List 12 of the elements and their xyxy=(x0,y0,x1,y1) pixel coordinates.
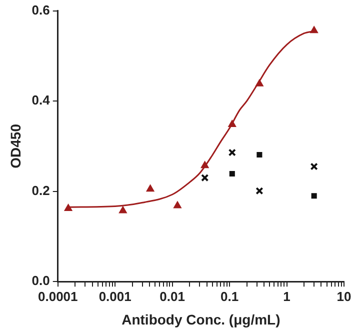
y-axis-title: OD450 xyxy=(7,124,24,168)
x-tick-label: 0.1 xyxy=(220,288,239,304)
x-tick-label: 10 xyxy=(336,288,352,304)
x-tick-label: 0.01 xyxy=(160,288,185,304)
y-tick-label: 0.0 xyxy=(32,273,50,288)
y-tick-label: 0.4 xyxy=(32,92,51,108)
x-tick-label: 0.0001 xyxy=(38,288,78,304)
x-tick-label: 1 xyxy=(283,288,290,304)
y-tick-label: 0.6 xyxy=(32,2,50,18)
x-tick-label: 0.001 xyxy=(98,288,132,304)
y-tick-label: 0.2 xyxy=(32,182,50,198)
x-axis-title: Antibody Conc. (μg/mL) xyxy=(122,311,280,328)
